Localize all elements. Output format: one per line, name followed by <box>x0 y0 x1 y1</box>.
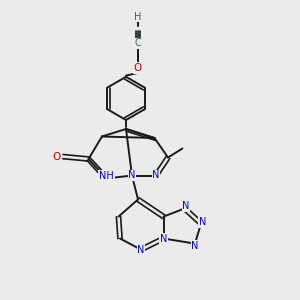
Text: N: N <box>191 241 199 251</box>
Text: N: N <box>160 233 167 244</box>
Text: N: N <box>152 170 160 181</box>
Text: C: C <box>135 38 141 49</box>
Text: N: N <box>199 217 206 227</box>
Text: N: N <box>182 201 190 211</box>
Text: O: O <box>134 63 142 73</box>
Text: O: O <box>52 152 61 162</box>
Text: NH: NH <box>99 171 114 181</box>
Text: N: N <box>137 244 145 255</box>
Text: H: H <box>134 11 142 22</box>
Text: N: N <box>128 170 136 181</box>
